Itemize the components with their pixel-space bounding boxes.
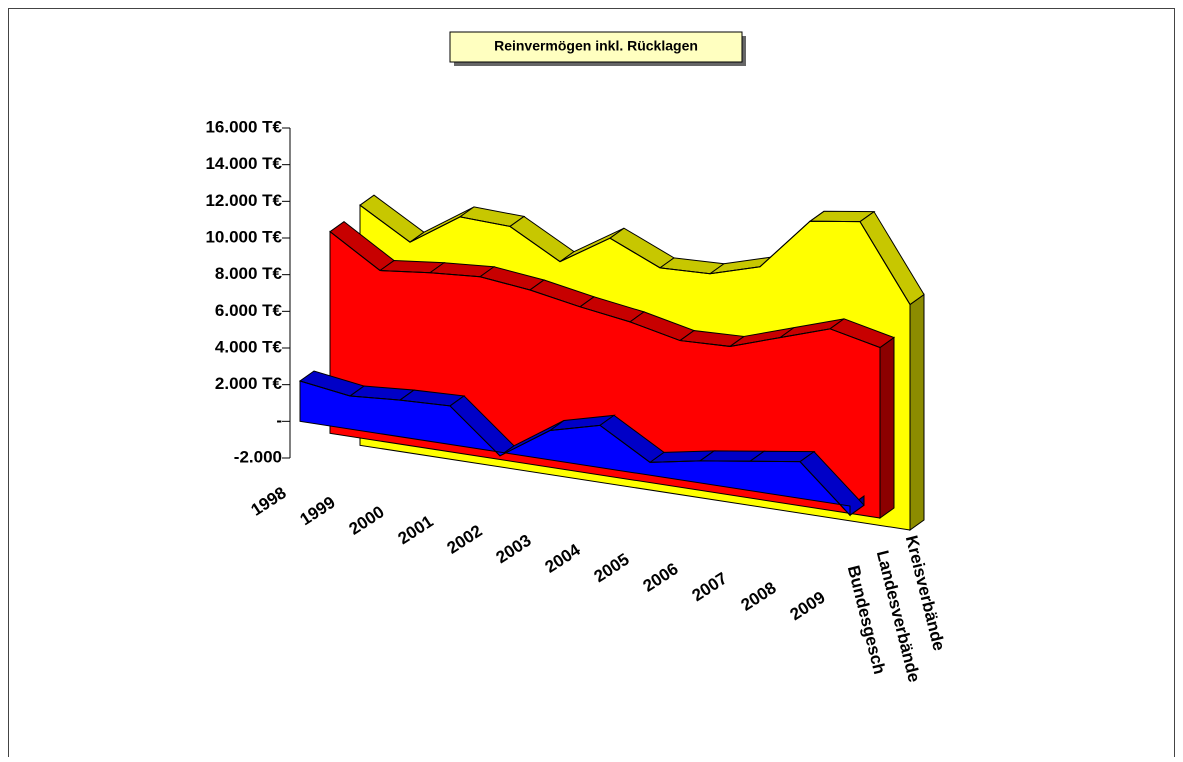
y-tick-label: 14.000 T€: [205, 154, 282, 173]
y-tick-label: 2.000 T€: [215, 374, 283, 393]
y-tick-label: 16.000 T€: [205, 117, 282, 136]
y-tick-label: -2.000: [234, 447, 282, 466]
chart-title: Reinvermögen inkl. Rücklagen: [494, 38, 698, 54]
area-line: [329, 231, 881, 349]
y-tick-label: -: [276, 411, 282, 430]
y-tick-label: 4.000 T€: [215, 337, 283, 356]
area-side: [879, 336, 895, 520]
y-tick-label: 8.000 T€: [215, 264, 283, 283]
y-tick-label: 12.000 T€: [205, 191, 282, 210]
area-side: [909, 293, 925, 532]
area-line: [299, 380, 851, 516]
area-line: [359, 204, 911, 305]
title-box: [449, 31, 743, 63]
y-tick-label: 10.000 T€: [205, 227, 282, 246]
y-tick-label: 6.000 T€: [215, 301, 283, 320]
